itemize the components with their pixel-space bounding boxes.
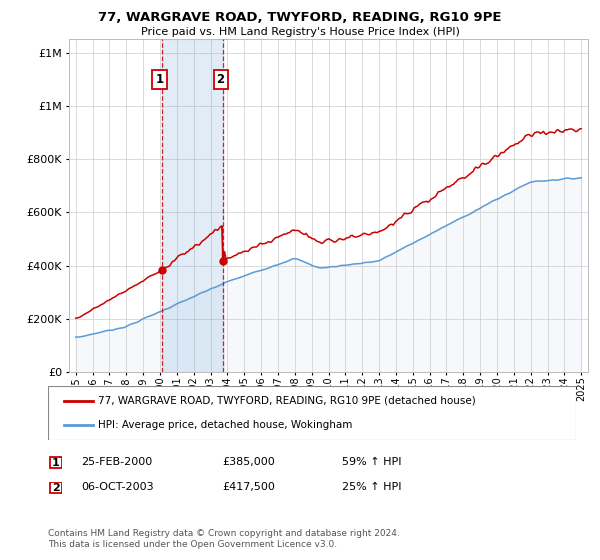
Text: 77, WARGRAVE ROAD, TWYFORD, READING, RG10 9PE: 77, WARGRAVE ROAD, TWYFORD, READING, RG1… [98,11,502,24]
Text: 2: 2 [217,73,225,86]
Text: 2: 2 [52,483,59,493]
Text: 25% ↑ HPI: 25% ↑ HPI [342,482,401,492]
Text: Contains HM Land Registry data © Crown copyright and database right 2024.
This d: Contains HM Land Registry data © Crown c… [48,529,400,549]
Text: 1: 1 [52,458,59,468]
FancyBboxPatch shape [48,386,576,440]
Text: £385,000: £385,000 [222,457,275,467]
Text: Price paid vs. HM Land Registry's House Price Index (HPI): Price paid vs. HM Land Registry's House … [140,27,460,37]
Text: 25-FEB-2000: 25-FEB-2000 [81,457,152,467]
Text: HPI: Average price, detached house, Wokingham: HPI: Average price, detached house, Woki… [98,420,353,430]
Text: 77, WARGRAVE ROAD, TWYFORD, READING, RG10 9PE (detached house): 77, WARGRAVE ROAD, TWYFORD, READING, RG1… [98,396,476,406]
Text: 06-OCT-2003: 06-OCT-2003 [81,482,154,492]
Bar [162,39,223,372]
Text: £417,500: £417,500 [222,482,275,492]
Text: 1: 1 [155,73,164,86]
Text: 59% ↑ HPI: 59% ↑ HPI [342,457,401,467]
